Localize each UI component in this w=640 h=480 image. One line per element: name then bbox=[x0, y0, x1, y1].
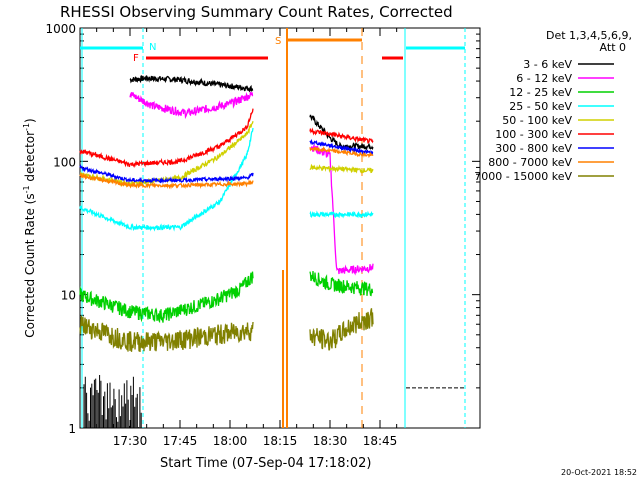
legend-header-1: Det 1,3,4,5,6,9, bbox=[546, 29, 632, 42]
night-label: N bbox=[149, 42, 156, 53]
series-0-lowcount bbox=[83, 375, 142, 428]
y-tick-label-2: 100 bbox=[53, 155, 76, 169]
legend-label-0: 3 - 6 keV bbox=[523, 58, 572, 71]
y-tick-label-0: 1 bbox=[68, 422, 76, 436]
flare-label: F bbox=[133, 53, 139, 64]
series-1-seg1 bbox=[129, 91, 254, 120]
legend-header-2: Att 0 bbox=[600, 41, 626, 54]
legend-label-6: 300 - 800 keV bbox=[495, 142, 572, 155]
series-4-seg1 bbox=[79, 121, 254, 188]
y-axis-label: Corrected Count Rate (s-1 detector-1) bbox=[22, 118, 37, 337]
series-8-seg2 bbox=[309, 308, 374, 351]
series-5-seg2 bbox=[309, 127, 374, 144]
legend-label-7: 800 - 7000 keV bbox=[488, 156, 572, 169]
y-axis-label-mid: detector bbox=[23, 131, 37, 186]
series-8-seg1 bbox=[79, 315, 254, 353]
legend-label-3: 25 - 50 keV bbox=[509, 100, 572, 113]
series-3-seg2 bbox=[309, 210, 374, 219]
legend-label-5: 100 - 300 keV bbox=[495, 128, 572, 141]
series-6-seg2 bbox=[309, 138, 374, 156]
series-7-seg2 bbox=[309, 145, 374, 159]
x-tick-label-4: 18:30 bbox=[313, 434, 348, 448]
chart-title: RHESSI Observing Summary Count Rates, Co… bbox=[60, 3, 453, 21]
series-0-seg1 bbox=[129, 75, 254, 93]
x-axis-label: Start Time (07-Sep-04 17:18:02) bbox=[160, 456, 371, 471]
y-axis-label-sup1: -1 bbox=[22, 185, 31, 193]
series-5-seg1 bbox=[79, 108, 254, 169]
plot-timestamp: 20-Oct-2021 18:52 bbox=[561, 468, 637, 477]
y-axis-label-end: ) bbox=[23, 118, 37, 123]
y-tick-label-1: 10 bbox=[61, 289, 76, 303]
legend-label-4: 50 - 100 keV bbox=[502, 114, 572, 127]
legend-label-2: 12 - 25 keV bbox=[509, 86, 572, 99]
series-6-seg1 bbox=[79, 164, 254, 184]
event-markers: NF S bbox=[80, 28, 466, 428]
saa-label: S bbox=[275, 36, 281, 47]
x-tick-label-2: 18:00 bbox=[213, 434, 248, 448]
x-tick-label-5: 18:45 bbox=[363, 434, 398, 448]
series-3-seg1 bbox=[79, 127, 254, 232]
series-0-seg2 bbox=[309, 114, 374, 152]
series-7-seg1 bbox=[79, 172, 254, 190]
series-lines bbox=[79, 75, 464, 428]
y-axis-label-main: Corrected Count Rate (s bbox=[23, 193, 37, 337]
legend-label-8: 7000 - 15000 keV bbox=[474, 170, 572, 183]
x-tick-label-0: 17:30 bbox=[113, 434, 148, 448]
series-2-seg1 bbox=[79, 271, 254, 324]
series-4-seg2 bbox=[309, 163, 374, 174]
y-axis-label-sup2: -1 bbox=[22, 123, 31, 131]
legend-label-1: 6 - 12 keV bbox=[516, 72, 572, 85]
x-tick-label-3: 18:15 bbox=[263, 434, 298, 448]
x-tick-label-1: 17:45 bbox=[163, 434, 198, 448]
series-1-seg2 bbox=[309, 144, 374, 276]
axis-ticks: 17:30 17:45 18:00 18:15 18:30 18:45 1 10 100 1000 bbox=[45, 22, 480, 448]
series-2-seg2 bbox=[309, 270, 374, 297]
y-tick-label-3: 1000 bbox=[45, 22, 76, 36]
